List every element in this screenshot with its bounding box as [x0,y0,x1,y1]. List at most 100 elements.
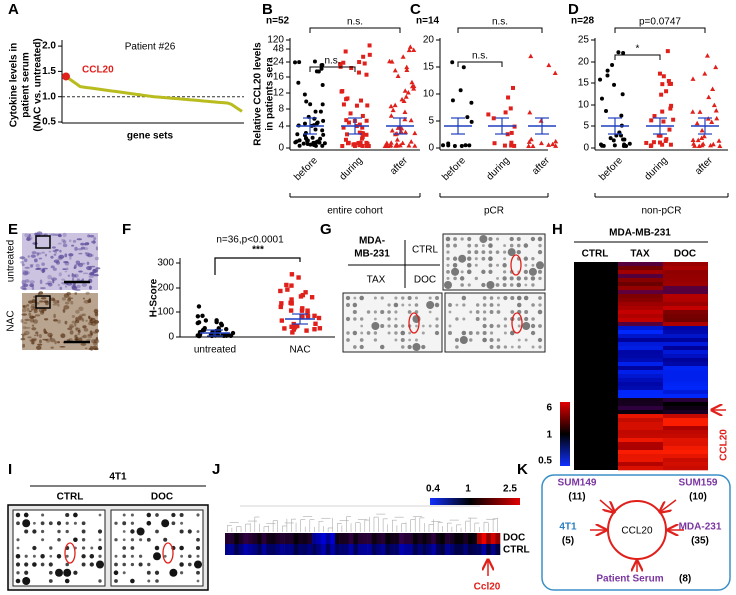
array-spot [496,276,499,280]
texture [64,253,68,258]
point [388,113,394,118]
array-spot [469,338,473,342]
arrow [660,499,677,512]
array-spot [98,579,102,583]
array-spot [22,577,31,585]
texture [74,264,77,269]
array-spot [448,324,452,328]
texture [36,345,42,350]
heatmap-cell [325,544,331,555]
heatmap-cell [385,544,391,555]
array-spot [387,317,391,321]
heatmap-cell [339,533,345,544]
texture [72,277,75,282]
point [691,141,697,146]
array-spot [171,512,176,518]
heatmap-cell [426,544,432,555]
texture [93,341,98,346]
array-spot [461,330,467,336]
array-spot [524,283,528,287]
texture [75,263,81,266]
point [605,73,610,78]
heatmap-cell [663,438,708,443]
heatmap-cell [321,544,327,555]
x-axis-label: gene sets [127,131,174,142]
texture [48,250,52,253]
array-spot [516,236,521,242]
array-spot [23,512,29,518]
heatmap-cell [467,533,473,544]
array-spot [445,236,451,242]
array-spot [509,283,514,287]
array-spot [459,336,468,344]
heatmap-cell [445,544,450,555]
point [702,71,708,76]
texture [35,331,39,335]
heatmap-cell [618,358,663,363]
heatmap-cell [348,533,354,544]
array-spot [81,529,86,534]
point [290,330,295,335]
heatmap-cell [321,533,327,544]
texture [62,243,68,248]
array-spot [489,303,494,307]
array-spot [528,267,537,276]
point [341,102,346,107]
array-spot [346,338,350,342]
column-label: TAX [630,249,650,260]
texture [24,266,30,269]
heatmap-cell [394,533,400,544]
texture [91,339,97,344]
array-spot [516,276,522,281]
highlight-circle [511,312,523,334]
heatmap-cell [348,544,354,555]
texture [26,304,30,307]
array-spot [488,236,493,242]
texture [39,339,42,344]
array-spot [73,521,77,525]
array-spot [394,324,398,328]
y-tick-label: 0 [583,143,589,154]
texture [78,337,83,342]
texture [95,246,98,251]
array-spot [481,250,486,255]
array-spot [196,579,200,583]
point [700,141,706,146]
texture [75,309,80,314]
heatmap-cell [440,533,446,544]
texture [30,254,36,258]
panel-label: F [122,221,131,238]
y-tick-label: 0 [428,143,434,154]
heatmap-cell [618,266,663,271]
heatmap-cell [618,398,663,403]
texture [53,299,59,305]
array-spot [537,250,543,255]
heatmap-cell [257,533,262,544]
array-spot [421,344,426,350]
array-spot [523,256,529,261]
texture [54,340,57,345]
texture [59,286,63,290]
heatmap-cell [663,462,708,467]
heatmap-cell [225,533,230,544]
array-spot [503,324,507,328]
heatmap-cell [618,346,663,351]
heatmap-cell [663,346,708,351]
point [279,301,284,306]
texture [31,324,35,327]
array-spot [146,520,152,526]
point [441,143,446,148]
array-spot [537,269,543,274]
array-spot [49,554,53,558]
heatmap-cell [490,544,496,555]
texture [26,236,31,241]
point [278,304,283,310]
point [357,60,362,65]
array-spot [196,530,200,533]
heatmap-cell [618,294,663,299]
texture [45,338,51,343]
texture [37,343,43,346]
array-spot [81,554,86,559]
point [367,52,372,57]
texture [71,244,75,247]
